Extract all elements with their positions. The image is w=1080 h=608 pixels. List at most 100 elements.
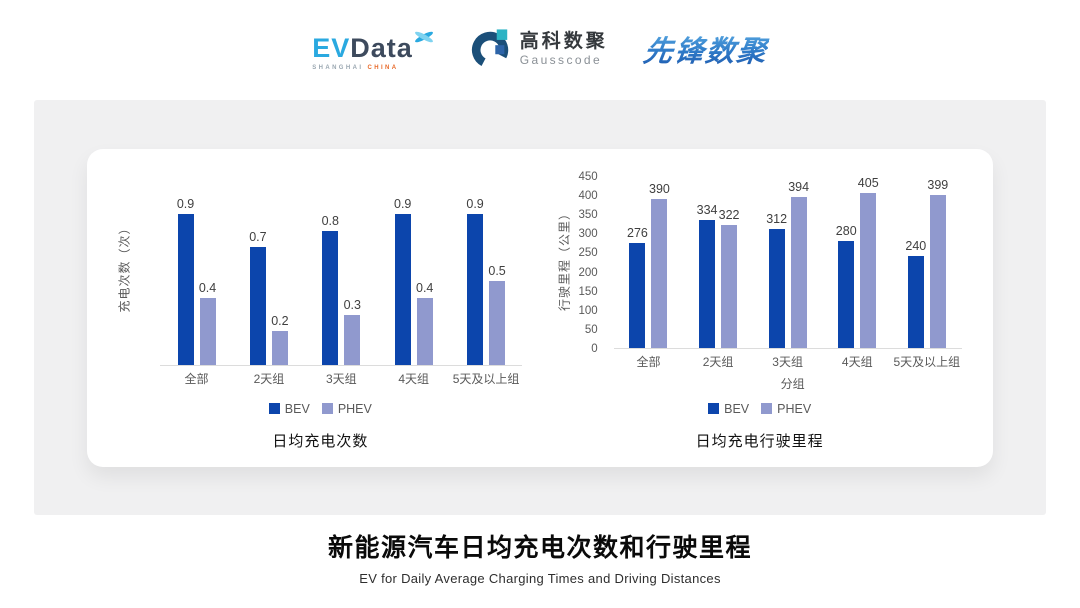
chart-caption: 日均充电行驶里程 [695, 432, 824, 450]
legend-label: BEV [724, 401, 750, 416]
bar-value-label: 0.9 [393, 196, 412, 211]
bar-value-label: 0.9 [466, 196, 484, 211]
category-label: 3天组 [325, 371, 357, 386]
bar-value-label: 0.3 [343, 297, 361, 312]
chart-card: 充电次数（次） 0.9 0.4 全部 0.7 0.2 2天组 0.8 0.3 3天组 0.9 0.4… [87, 148, 993, 467]
chart-caption: 日均充电次数 [272, 432, 369, 450]
bar-value-label: 312 [766, 211, 788, 226]
bar-group: 0.7 0.2 2天组 [249, 169, 289, 386]
legend: BEV PHEV [108, 401, 532, 417]
bar-phev: 390 [649, 182, 670, 348]
bar-group: 0.9 0.4 全部 [177, 169, 216, 386]
y-tick-label: 0 [591, 342, 598, 355]
bar-group: 240 399 5天及以上组 [893, 169, 960, 369]
y-tick-label: 100 [578, 304, 598, 317]
bar-value-label: 0.4 [415, 280, 434, 295]
bar-bev: 0.9 [466, 197, 484, 365]
bar-phev: 0.4 [199, 281, 216, 365]
chart-panel: 充电次数（次） 0.9 0.4 全部 0.7 0.2 2天组 0.8 0.3 3天组 0.9 0.4… [34, 100, 1046, 515]
y-tick-label: 450 [578, 170, 598, 183]
header-logos: EV Data SHANGHAI CHINA 高科数聚 Gausscode 先锋数… [0, 0, 1080, 98]
bar-value-label: 0.8 [321, 213, 339, 228]
y-tick-label: 300 [578, 227, 598, 240]
xianfeng-logo: 先锋数聚 [641, 28, 771, 70]
bar-phev: 0.4 [416, 281, 433, 365]
bar-phev: 0.3 [344, 298, 361, 365]
gausscode-cn-text: 高科数聚 [519, 30, 608, 52]
bar-bev: 0.7 [249, 230, 267, 365]
bar-value-label: 405 [857, 175, 879, 190]
category-label: 2天组 [253, 371, 285, 386]
bar-value-label: 0.4 [198, 280, 217, 295]
category-label: 3天组 [772, 354, 803, 369]
category-label: 2天组 [702, 354, 734, 369]
category-label: 5天及以上组 [893, 354, 961, 369]
footer: 新能源汽车日均充电次数和行驶里程 EV for Daily Average Ch… [0, 528, 1080, 586]
legend-label: BEV [284, 401, 310, 416]
y-tick-label: 150 [578, 285, 598, 298]
y-tick-label: 350 [578, 208, 598, 221]
bar-group: 334 322 2天组 [697, 169, 740, 369]
x-axis-label: 分组 [780, 376, 805, 391]
bar-value-label: 399 [927, 177, 949, 192]
bar-bev: 334 [697, 203, 717, 348]
bar-value-label: 322 [718, 207, 740, 222]
bars-area: 0.9 0.4 全部 0.7 0.2 2天组 0.8 0.3 3天组 0.9 0.4 4天组 0.9 0.… [160, 169, 523, 386]
bar-value-label: 0.7 [249, 229, 267, 244]
gausscode-logo: 高科数聚 Gausscode [470, 28, 608, 70]
bar-group: 0.8 0.3 3天组 [322, 169, 361, 386]
bar-phev: 0.5 [488, 264, 506, 365]
legend-swatch-icon [321, 403, 333, 414]
legend-label: PHEV [337, 401, 372, 416]
y-axis-ticks [108, 169, 166, 366]
bar-value-label: 0.9 [176, 196, 195, 211]
bar-phev: 322 [719, 208, 739, 348]
charging-times-chart: 充电次数（次） 0.9 0.4 全部 0.7 0.2 2天组 0.8 0.3 3天组 0.9 0.4… [108, 169, 532, 451]
bar-value-label: 240 [905, 238, 927, 253]
y-tick-label: 400 [578, 189, 598, 202]
bar-bev: 312 [766, 212, 787, 348]
bar-value-label: 390 [649, 181, 670, 196]
bar-value-label: 280 [835, 223, 857, 238]
bar-group: 0.9 0.5 5天及以上组 [453, 169, 520, 386]
y-tick-label: 50 [584, 323, 598, 336]
bar-bev: 0.9 [394, 197, 411, 365]
gausscode-en-text: Gausscode [519, 52, 603, 67]
category-label: 全部 [636, 354, 661, 369]
evdata-data-text: Data [350, 32, 413, 63]
legend-item-bev: BEV [268, 401, 310, 416]
bar-bev: 0.9 [177, 197, 194, 365]
evdata-x-icon [414, 31, 433, 42]
bar-value-label: 276 [627, 225, 648, 240]
bar-bev: 240 [905, 239, 926, 348]
bars-area: 276 390 全部 334 322 2天组 312 394 3天组 280 405 4天组 240 39… [613, 169, 962, 369]
bar-group: 312 394 3天组 [766, 169, 810, 369]
category-label: 全部 [184, 371, 209, 386]
bar-phev: 399 [927, 178, 948, 348]
driving-distance-chart: 行驶里程（公里） 0 50 100 150 200 250 300 350 400 450 276… [548, 169, 972, 451]
charging-times-plot: 充电次数（次） 0.9 0.4 全部 0.7 0.2 2天组 0.8 0.3 3天组 0.9 0.4… [108, 169, 532, 386]
bar-bev: 0.8 [322, 214, 339, 365]
bar-value-label: 0.2 [271, 313, 289, 328]
bar-value-label: 0.5 [488, 263, 506, 278]
bar-phev: 405 [858, 176, 879, 348]
legend-label: PHEV [777, 401, 812, 416]
xianfeng-text: 先锋数聚 [641, 28, 771, 70]
legend-item-phev: PHEV [321, 401, 372, 416]
bar-value-label: 394 [788, 179, 810, 194]
page-title: 新能源汽车日均充电次数和行驶里程 [327, 534, 752, 562]
legend-swatch-icon [268, 403, 280, 414]
category-label: 5天及以上组 [452, 371, 520, 386]
evdata-shanghai-text: SHANGHAI [312, 64, 364, 71]
bar-group: 0.9 0.4 4天组 [394, 169, 433, 386]
category-label: 4天组 [398, 371, 430, 386]
legend-swatch-icon [708, 403, 720, 414]
bar-bev: 276 [627, 226, 648, 348]
y-tick-label: 250 [578, 246, 598, 259]
legend-item-bev: BEV [708, 402, 749, 416]
y-tick-label: 200 [578, 266, 598, 279]
category-label: 4天组 [841, 354, 873, 369]
page-subtitle: EV for Daily Average Charging Times and … [359, 571, 721, 586]
bar-bev: 280 [836, 224, 857, 348]
y-axis-ticks: 0 50 100 150 200 250 300 350 400 450 [548, 169, 606, 355]
